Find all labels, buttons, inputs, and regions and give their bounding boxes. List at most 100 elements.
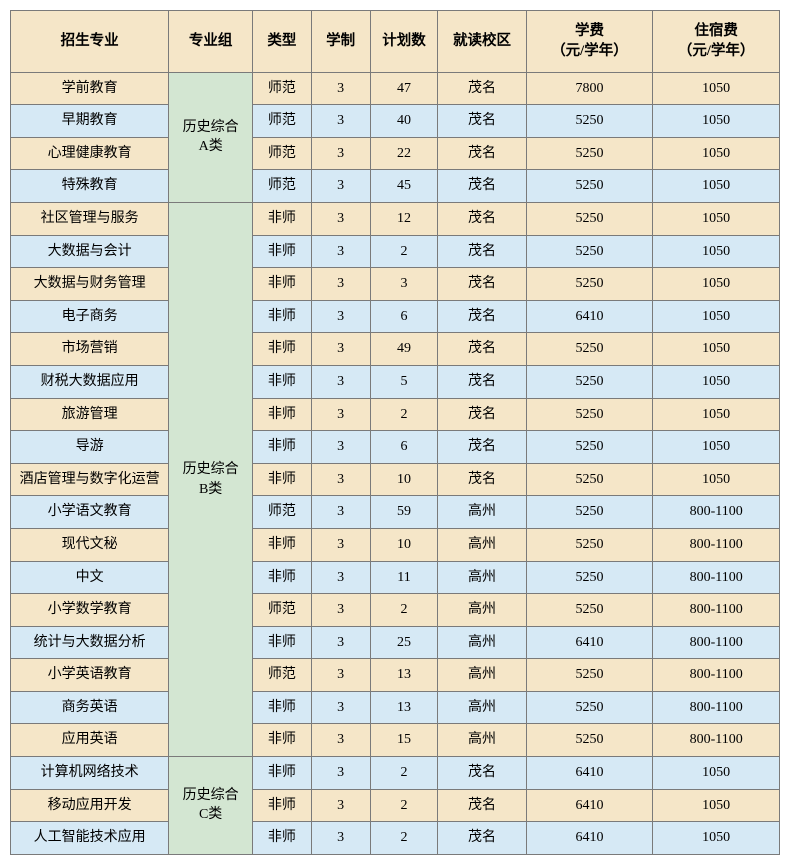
cell-plan: 2 xyxy=(370,398,438,431)
cell-major: 电子商务 xyxy=(11,300,169,333)
cell-tuition: 5250 xyxy=(526,235,653,268)
cell-dorm: 1050 xyxy=(653,431,780,464)
cell-plan: 2 xyxy=(370,789,438,822)
cell-major: 商务英语 xyxy=(11,691,169,724)
cell-plan: 47 xyxy=(370,72,438,105)
cell-major: 大数据与会计 xyxy=(11,235,169,268)
table-row: 电子商务非师36茂名64101050 xyxy=(11,300,780,333)
cell-plan: 12 xyxy=(370,202,438,235)
table-row: 中文非师311高州5250800-1100 xyxy=(11,561,780,594)
cell-type: 师范 xyxy=(252,72,311,105)
cell-campus: 茂名 xyxy=(438,463,526,496)
cell-major: 人工智能技术应用 xyxy=(11,822,169,855)
cell-type: 师范 xyxy=(252,105,311,138)
cell-plan: 13 xyxy=(370,691,438,724)
cell-major: 旅游管理 xyxy=(11,398,169,431)
cell-campus: 高州 xyxy=(438,496,526,529)
cell-type: 师范 xyxy=(252,137,311,170)
cell-campus: 茂名 xyxy=(438,137,526,170)
cell-years: 3 xyxy=(311,659,370,692)
cell-dorm: 800-1100 xyxy=(653,561,780,594)
cell-years: 3 xyxy=(311,822,370,855)
cell-years: 3 xyxy=(311,365,370,398)
cell-tuition: 5250 xyxy=(526,659,653,692)
table-row: 心理健康教育师范322茂名52501050 xyxy=(11,137,780,170)
table-row: 早期教育师范340茂名52501050 xyxy=(11,105,780,138)
cell-tuition: 5250 xyxy=(526,561,653,594)
cell-campus: 茂名 xyxy=(438,789,526,822)
cell-years: 3 xyxy=(311,496,370,529)
cell-tuition: 5250 xyxy=(526,365,653,398)
table-row: 学前教育历史综合A类师范347茂名78001050 xyxy=(11,72,780,105)
cell-major: 大数据与财务管理 xyxy=(11,268,169,301)
cell-years: 3 xyxy=(311,300,370,333)
cell-tuition: 5250 xyxy=(526,594,653,627)
group-cell: 历史综合B类 xyxy=(169,202,253,756)
cell-plan: 2 xyxy=(370,235,438,268)
cell-type: 非师 xyxy=(252,333,311,366)
cell-plan: 59 xyxy=(370,496,438,529)
col-header-dorm: 住宿费（元/学年） xyxy=(653,11,780,73)
cell-type: 非师 xyxy=(252,202,311,235)
cell-dorm: 1050 xyxy=(653,398,780,431)
cell-type: 非师 xyxy=(252,365,311,398)
cell-plan: 10 xyxy=(370,528,438,561)
cell-major: 计算机网络技术 xyxy=(11,757,169,790)
table-row: 计算机网络技术历史综合C类非师32茂名64101050 xyxy=(11,757,780,790)
cell-type: 非师 xyxy=(252,268,311,301)
cell-major: 特殊教育 xyxy=(11,170,169,203)
cell-type: 非师 xyxy=(252,463,311,496)
cell-years: 3 xyxy=(311,170,370,203)
cell-campus: 茂名 xyxy=(438,822,526,855)
cell-dorm: 1050 xyxy=(653,235,780,268)
cell-major: 小学英语教育 xyxy=(11,659,169,692)
group-cell: 历史综合A类 xyxy=(169,72,253,202)
table-row: 旅游管理非师32茂名52501050 xyxy=(11,398,780,431)
cell-major: 早期教育 xyxy=(11,105,169,138)
cell-plan: 13 xyxy=(370,659,438,692)
table-row: 小学数学教育师范32高州5250800-1100 xyxy=(11,594,780,627)
cell-dorm: 800-1100 xyxy=(653,496,780,529)
cell-campus: 茂名 xyxy=(438,72,526,105)
cell-campus: 茂名 xyxy=(438,105,526,138)
cell-plan: 6 xyxy=(370,431,438,464)
cell-years: 3 xyxy=(311,528,370,561)
cell-tuition: 5250 xyxy=(526,398,653,431)
cell-years: 3 xyxy=(311,789,370,822)
cell-years: 3 xyxy=(311,431,370,464)
cell-dorm: 1050 xyxy=(653,822,780,855)
cell-tuition: 5250 xyxy=(526,528,653,561)
table-row: 现代文秘非师310高州5250800-1100 xyxy=(11,528,780,561)
table-row: 市场营销非师349茂名52501050 xyxy=(11,333,780,366)
admissions-table: 招生专业专业组类型学制计划数就读校区学费（元/学年）住宿费（元/学年） 学前教育… xyxy=(10,10,780,855)
cell-tuition: 5250 xyxy=(526,691,653,724)
cell-tuition: 5250 xyxy=(526,268,653,301)
cell-campus: 茂名 xyxy=(438,333,526,366)
table-header: 招生专业专业组类型学制计划数就读校区学费（元/学年）住宿费（元/学年） xyxy=(11,11,780,73)
cell-campus: 茂名 xyxy=(438,398,526,431)
cell-campus: 高州 xyxy=(438,561,526,594)
table-row: 大数据与会计非师32茂名52501050 xyxy=(11,235,780,268)
cell-type: 非师 xyxy=(252,528,311,561)
cell-major: 财税大数据应用 xyxy=(11,365,169,398)
cell-dorm: 1050 xyxy=(653,300,780,333)
table-body: 学前教育历史综合A类师范347茂名78001050早期教育师范340茂名5250… xyxy=(11,72,780,854)
cell-years: 3 xyxy=(311,561,370,594)
cell-campus: 茂名 xyxy=(438,431,526,464)
cell-type: 非师 xyxy=(252,757,311,790)
cell-plan: 40 xyxy=(370,105,438,138)
table-row: 移动应用开发非师32茂名64101050 xyxy=(11,789,780,822)
cell-major: 市场营销 xyxy=(11,333,169,366)
cell-years: 3 xyxy=(311,398,370,431)
cell-dorm: 1050 xyxy=(653,137,780,170)
cell-campus: 茂名 xyxy=(438,365,526,398)
cell-campus: 茂名 xyxy=(438,300,526,333)
cell-campus: 高州 xyxy=(438,528,526,561)
cell-plan: 2 xyxy=(370,594,438,627)
cell-campus: 高州 xyxy=(438,724,526,757)
table-row: 应用英语非师315高州5250800-1100 xyxy=(11,724,780,757)
cell-major: 小学语文教育 xyxy=(11,496,169,529)
cell-campus: 茂名 xyxy=(438,202,526,235)
col-header-type: 类型 xyxy=(252,11,311,73)
cell-type: 非师 xyxy=(252,822,311,855)
